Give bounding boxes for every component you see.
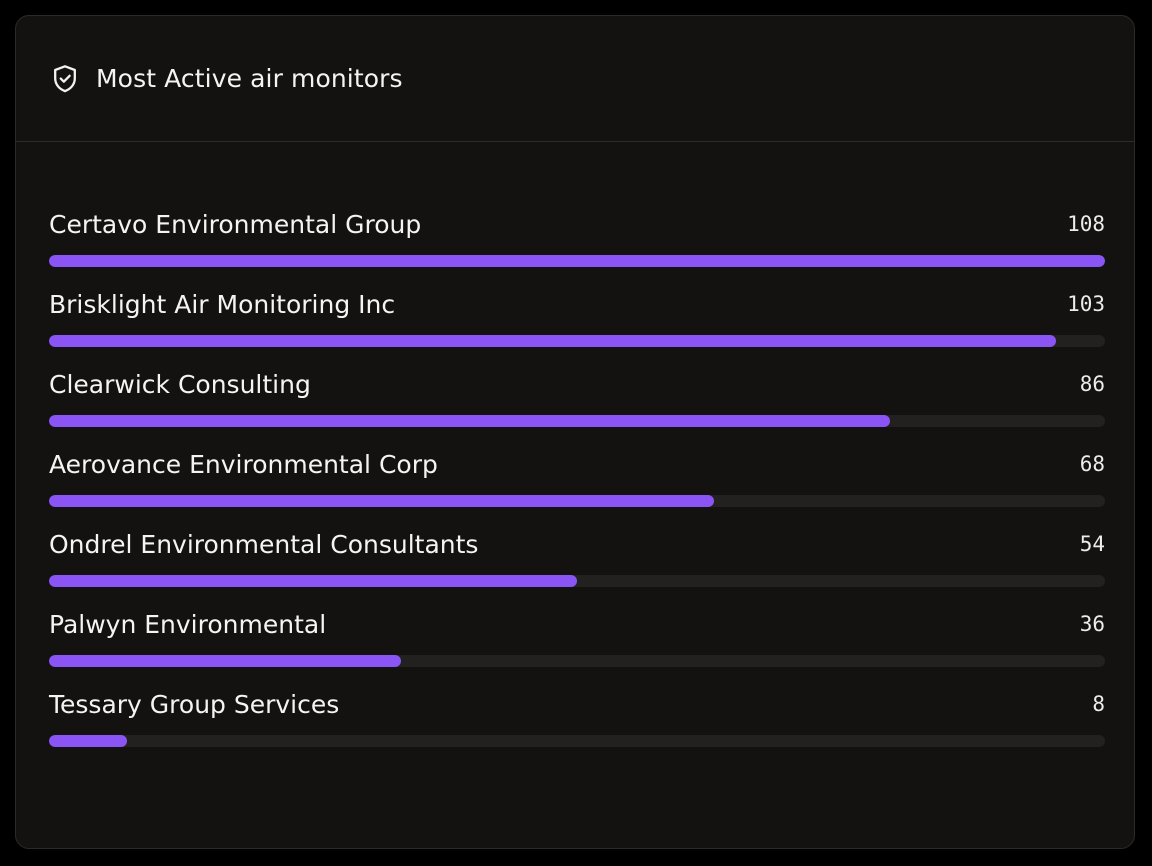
progress-fill — [49, 335, 1057, 347]
shield-check-icon — [50, 64, 80, 94]
progress-track — [49, 575, 1105, 587]
card-title: Most Active air monitors — [96, 64, 403, 93]
monitor-count: 86 — [1079, 372, 1105, 396]
progress-fill — [49, 415, 890, 427]
monitor-name: Clearwick Consulting — [49, 370, 311, 399]
progress-track — [49, 255, 1105, 267]
monitor-name: Aerovance Environmental Corp — [49, 450, 438, 479]
progress-fill — [49, 655, 401, 667]
monitor-count: 103 — [1067, 292, 1105, 316]
monitor-name: Palwyn Environmental — [49, 610, 327, 639]
list-item: Tessary Group Services 8 — [49, 686, 1105, 766]
monitor-name: Certavo Environmental Group — [49, 210, 422, 239]
progress-track — [49, 335, 1105, 347]
most-active-monitors-card: Most Active air monitors Certavo Environ… — [15, 15, 1135, 849]
monitor-count: 108 — [1067, 212, 1105, 236]
list-item: Brisklight Air Monitoring Inc 103 — [49, 286, 1105, 366]
list-item: Certavo Environmental Group 108 — [49, 206, 1105, 286]
card-header: Most Active air monitors — [16, 16, 1134, 142]
list-item: Palwyn Environmental 36 — [49, 606, 1105, 686]
progress-track — [49, 495, 1105, 507]
progress-fill — [49, 735, 128, 747]
monitor-name: Brisklight Air Monitoring Inc — [49, 290, 396, 319]
progress-fill — [49, 575, 577, 587]
list-item: Clearwick Consulting 86 — [49, 366, 1105, 446]
monitor-name: Tessary Group Services — [49, 690, 340, 719]
list-item: Ondrel Environmental Consultants 54 — [49, 526, 1105, 606]
monitor-count: 36 — [1079, 612, 1105, 636]
monitor-list: Certavo Environmental Group 108 Brisklig… — [49, 206, 1105, 766]
list-item: Aerovance Environmental Corp 68 — [49, 446, 1105, 526]
progress-fill — [49, 495, 714, 507]
progress-fill — [49, 255, 1105, 267]
monitor-count: 54 — [1079, 532, 1105, 556]
progress-track — [49, 655, 1105, 667]
monitor-count: 68 — [1079, 452, 1105, 476]
monitor-count: 8 — [1092, 692, 1105, 716]
progress-track — [49, 415, 1105, 427]
monitor-name: Ondrel Environmental Consultants — [49, 530, 479, 559]
progress-track — [49, 735, 1105, 747]
